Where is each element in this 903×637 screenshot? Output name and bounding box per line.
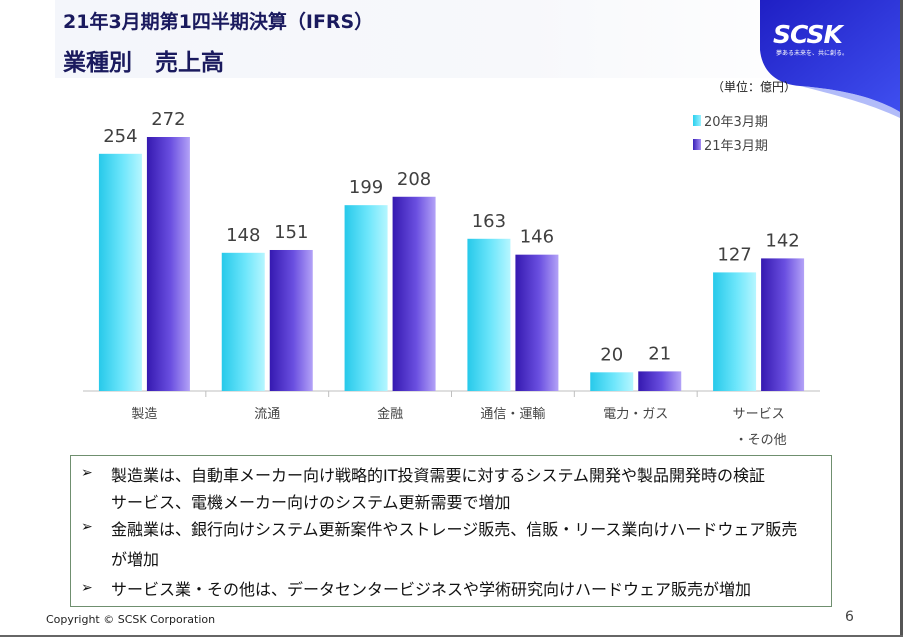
legend-item-2021: 21年3月期 xyxy=(693,132,768,156)
data-label-2020-3: 163 xyxy=(472,211,506,232)
note-2-line-1: 金融業は、銀行向けシステム更新案件やストレージ販売、信販・リース業向けハードウェ… xyxy=(111,520,798,539)
legend-swatch-2021 xyxy=(693,138,701,150)
legend-label-2020: 20年3月期 xyxy=(704,114,768,130)
note-1-line-2: サービス、電機メーカー向けのシステム更新需要で増加 xyxy=(111,493,511,512)
data-label-2021-1: 151 xyxy=(274,222,308,243)
slide-edge-right xyxy=(900,0,903,637)
category-label-5-line-1: ・その他 xyxy=(735,433,787,448)
bar-2020-0 xyxy=(98,153,142,391)
header-background xyxy=(55,0,845,78)
page-number: 6 xyxy=(845,609,854,625)
category-label-1: 流通 xyxy=(254,407,280,422)
bar-2021-5 xyxy=(761,258,805,391)
data-label-2020-0: 254 xyxy=(103,126,137,147)
logo-wordmark: SCSK xyxy=(773,20,843,49)
note-1-line-1: 製造業は、自動車メーカー向け戦略的IT投資需要に対するシステム開発や製品開発時の… xyxy=(111,466,766,485)
legend-item-2020: 20年3月期 xyxy=(693,108,768,132)
bullet-arrow-icon: ➢ xyxy=(81,465,93,481)
data-label-2020-4: 20 xyxy=(600,344,623,365)
bar-2020-1 xyxy=(221,252,265,391)
data-label-2020-2: 199 xyxy=(349,177,383,198)
page-title: 21年3月期第1四半期決算（IFRS） xyxy=(63,11,374,33)
logo-tagline: 夢ある未来を、共に創る。 xyxy=(776,50,849,57)
bar-chart: 254 272 製造 148 151 流通 199 208 金融 163 146 通信・運輸 20 21 電… xyxy=(83,109,820,448)
bar-2020-5 xyxy=(713,272,757,391)
copyright: Copyright © SCSK Corporation xyxy=(46,613,216,626)
data-label-2021-4: 21 xyxy=(648,343,671,364)
data-label-2021-3: 146 xyxy=(520,227,554,248)
bar-2020-3 xyxy=(467,238,511,391)
category-label-0: 製造 xyxy=(131,407,157,422)
bullet-arrow-icon: ➢ xyxy=(81,519,93,535)
category-label-2: 金融 xyxy=(377,406,403,422)
bar-2020-2 xyxy=(344,205,388,391)
logo-band-graphic xyxy=(760,0,900,118)
data-label-2020-1: 148 xyxy=(226,225,260,246)
data-label-2021-5: 142 xyxy=(765,230,799,251)
bar-2021-2 xyxy=(392,196,436,391)
category-label-5: サービス xyxy=(733,407,785,422)
page-subtitle: 業種別 売上高 xyxy=(63,50,224,76)
bar-2021-1 xyxy=(269,249,313,391)
bullet-arrow-icon: ➢ xyxy=(81,580,93,596)
data-label-2021-2: 208 xyxy=(397,169,431,190)
bar-2021-4 xyxy=(638,371,682,391)
category-label-3: 通信・運輸 xyxy=(480,407,545,422)
bar-2021-3 xyxy=(515,254,559,391)
legend-swatch-2020 xyxy=(693,114,701,126)
legend-label-2021: 21年3月期 xyxy=(704,138,768,154)
slide-edge-bottom xyxy=(0,635,903,637)
bar-2020-4 xyxy=(590,372,634,391)
notes-box: ➢ 製造業は、自動車メーカー向け戦略的IT投資需要に対するシステム開発や製品開発… xyxy=(70,455,832,607)
category-label-4: 電力・ガス xyxy=(603,407,668,422)
bar-2021-0 xyxy=(146,137,190,391)
chart-legend: 20年3月期 21年3月期 xyxy=(693,108,768,156)
unit-label: （単位：億円） xyxy=(712,80,797,94)
data-label-2020-5: 127 xyxy=(717,244,751,265)
data-label-2021-0: 272 xyxy=(151,109,185,130)
note-3-line-1: サービス業・その他は、データセンタービジネスや学術研究向けハードウェア販売が増加 xyxy=(111,580,752,599)
note-2-line-2: が増加 xyxy=(111,550,160,569)
